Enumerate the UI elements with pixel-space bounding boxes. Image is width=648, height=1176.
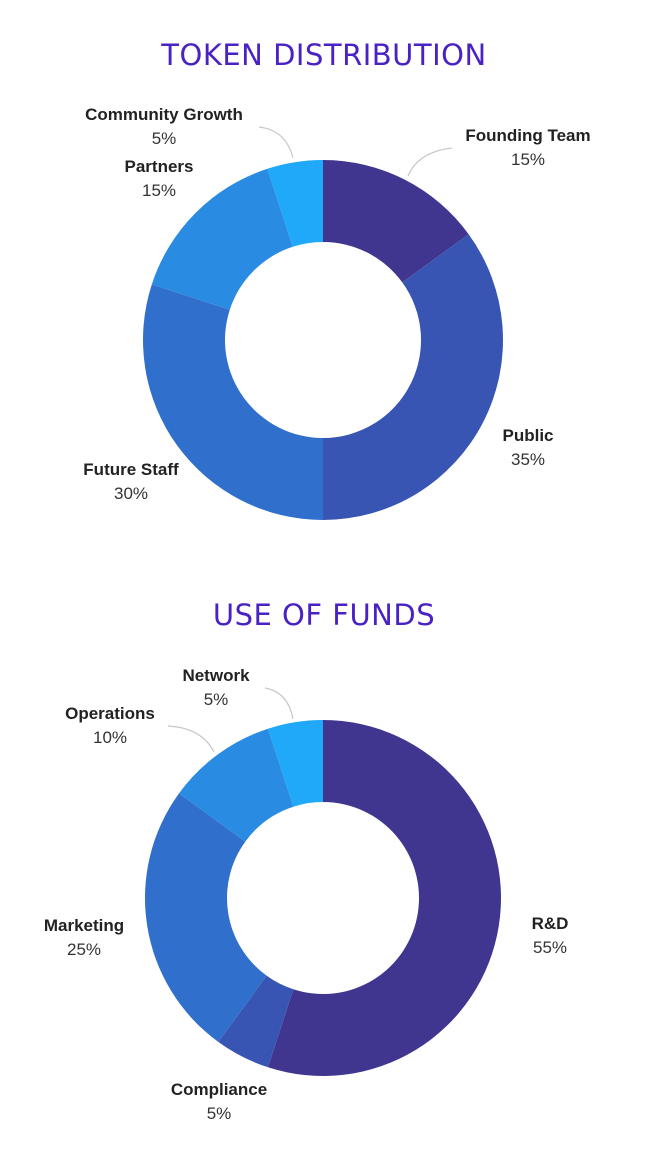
slice-label-partners: Partners 15% — [125, 157, 194, 200]
use-of-funds-chart: USE OF FUNDS R&D 55% Compliance 5% Marketing… — [0, 560, 648, 1176]
slice-founding-team — [323, 160, 469, 283]
slice-value: 5% — [152, 129, 177, 148]
slice-value: 25% — [67, 940, 101, 959]
slice-label-network: Network 5% — [182, 666, 250, 709]
slice-label-compliance: Compliance 5% — [171, 1080, 267, 1123]
use-of-funds-donut: R&D 55% Compliance 5% Marketing 25% Operations… — [44, 666, 569, 1123]
slice-public — [323, 234, 503, 520]
slice-label-operations: Operations 10% — [65, 704, 155, 747]
slice-name: Operations — [65, 704, 155, 723]
slice-value: 5% — [204, 690, 229, 709]
slice-value: 10% — [93, 728, 127, 747]
slice-value: 5% — [207, 1104, 232, 1123]
leader-line-community-growth — [258, 126, 294, 159]
leader-line-operations — [167, 725, 215, 753]
slice-name: Community Growth — [85, 105, 243, 124]
slice-r-d — [267, 720, 501, 1076]
slice-community-growth — [267, 160, 323, 247]
slice-name: Marketing — [44, 916, 124, 935]
token-distribution-donut: Founding Team 15% Public 35% Future Staff 30%… — [83, 105, 591, 520]
slice-partners — [151, 168, 293, 310]
slice-name: Founding Team — [465, 126, 590, 145]
token-distribution-chart: TOKEN DISTRIBUTION Founding Team 15% Publi… — [0, 0, 648, 560]
slice-label-marketing: Marketing 25% — [44, 916, 124, 959]
leader-line-network — [264, 687, 294, 720]
chart-title: TOKEN DISTRIBUTION — [161, 38, 487, 72]
slice-label-r-d: R&D 55% — [532, 914, 569, 957]
chart-title: USE OF FUNDS — [212, 598, 436, 632]
slice-future-staff — [142, 284, 323, 520]
donut-slices — [142, 160, 503, 520]
slice-network — [267, 720, 323, 807]
slice-name: R&D — [532, 914, 569, 933]
slice-name: Compliance — [171, 1080, 267, 1099]
slice-label-public: Public 35% — [502, 426, 553, 469]
slice-name: Partners — [125, 157, 194, 176]
slice-value: 35% — [511, 450, 545, 469]
slice-label-founding-team: Founding Team 15% — [465, 126, 590, 169]
slice-marketing — [145, 793, 267, 1043]
slice-value: 15% — [511, 150, 545, 169]
slice-name: Network — [182, 666, 250, 685]
slice-label-future-staff: Future Staff 30% — [83, 460, 179, 503]
slice-value: 30% — [114, 484, 148, 503]
slice-name: Public — [502, 426, 553, 445]
slice-label-community-growth: Community Growth 5% — [85, 105, 243, 148]
slice-value: 55% — [533, 938, 567, 957]
leader-line-founding-team — [407, 147, 453, 177]
slice-compliance — [218, 975, 294, 1068]
donut-slices — [145, 720, 501, 1076]
slice-operations — [178, 728, 294, 842]
slice-value: 15% — [142, 181, 176, 200]
slice-name: Future Staff — [83, 460, 179, 479]
